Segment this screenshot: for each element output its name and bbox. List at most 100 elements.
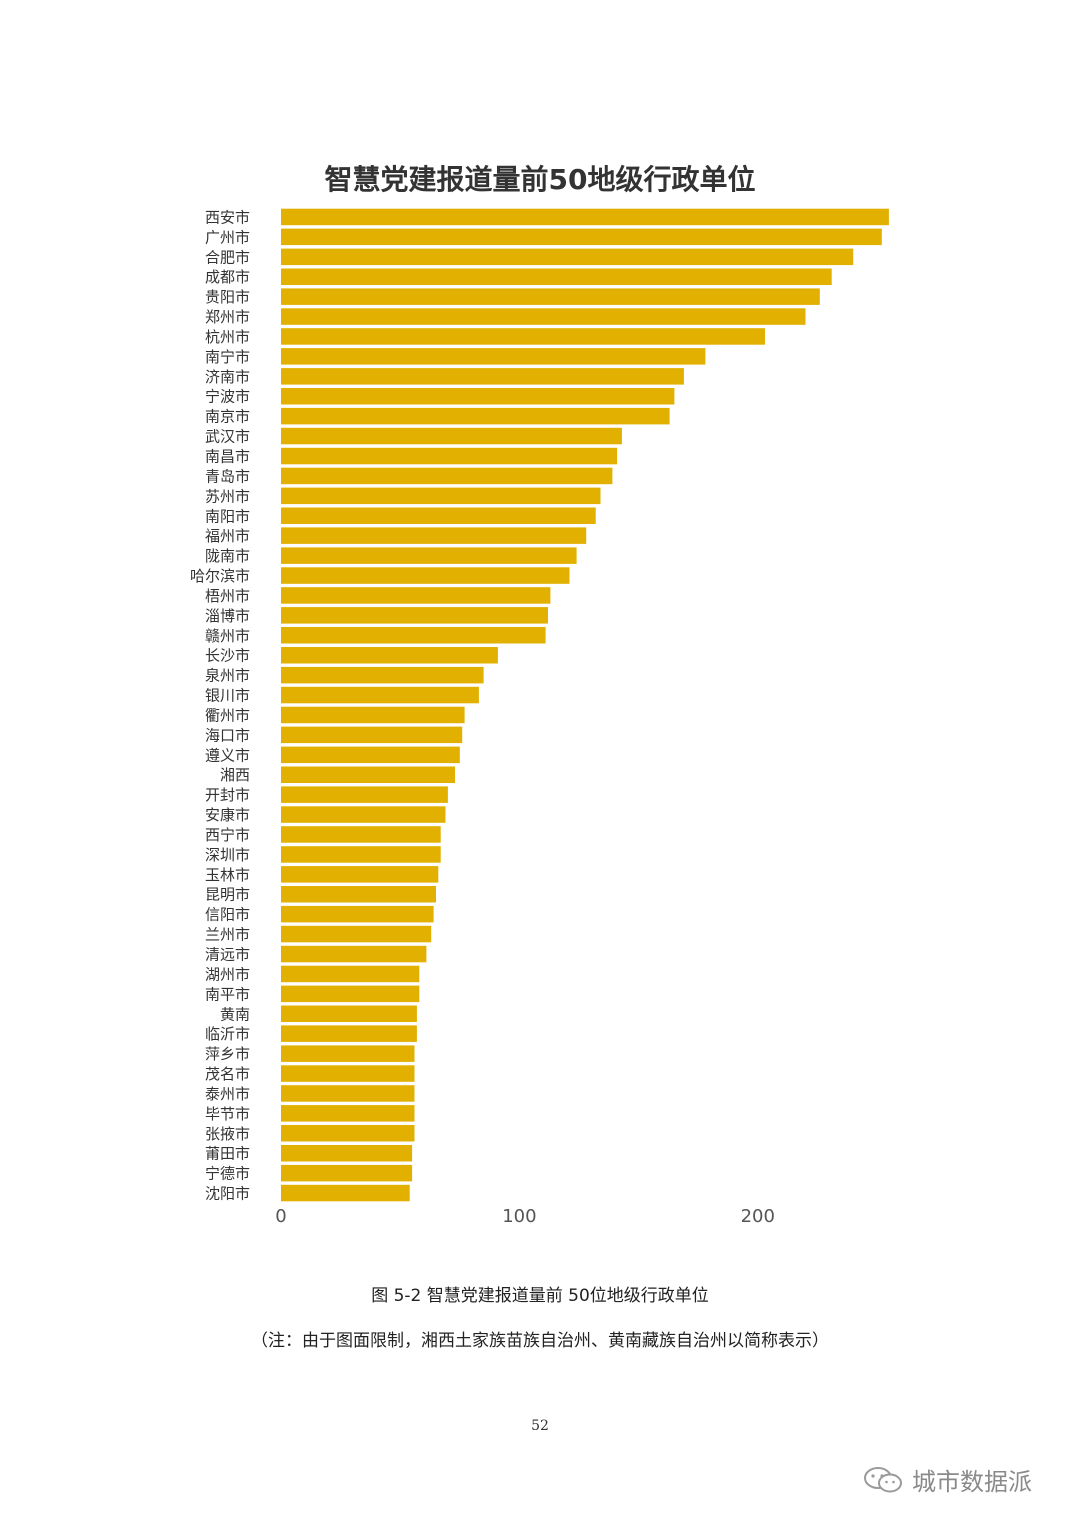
- y-tick-label: 青岛市: [205, 467, 250, 485]
- y-tick-label: 沈阳市: [205, 1185, 250, 1203]
- y-tick-label: 张掖市: [205, 1125, 250, 1143]
- figure-note: （注：由于图面限制，湘西土家族苗族自治州、黄南藏族自治州以简称表示）: [251, 1331, 829, 1351]
- y-tick-label: 福州市: [205, 527, 250, 545]
- bar: [281, 965, 420, 983]
- bar: [281, 627, 546, 644]
- y-tick-label: 兰州市: [205, 926, 250, 944]
- bar: [281, 826, 441, 843]
- bar: [281, 467, 613, 485]
- x-tick-label: 200: [741, 1206, 775, 1227]
- y-tick-label: 苏州市: [205, 487, 250, 505]
- bar: [281, 1085, 415, 1102]
- y-tick-label: 深圳市: [205, 846, 250, 864]
- y-tick-label: 莆田市: [205, 1145, 250, 1163]
- y-tick-label: 泉州市: [205, 667, 250, 685]
- bar: [281, 806, 446, 823]
- bar: [281, 308, 806, 325]
- bar: [281, 766, 455, 783]
- bar: [281, 1005, 417, 1022]
- y-tick-label: 信阳市: [205, 906, 250, 924]
- bar: [281, 1125, 415, 1142]
- bar: [281, 388, 675, 405]
- bar-chart: 西安市广州市合肥市成都市贵阳市郑州市杭州市南宁市济南市宁波市南京市武汉市南昌市青…: [190, 209, 889, 1227]
- x-tick-label: 0: [275, 1206, 286, 1227]
- bar: [281, 447, 618, 465]
- bar: [281, 1184, 410, 1202]
- bar: [281, 746, 460, 764]
- y-tick-label: 杭州市: [205, 328, 250, 346]
- y-tick-label: 湖州市: [205, 965, 250, 983]
- bar: [281, 1164, 413, 1182]
- y-tick-label: 遵义市: [205, 746, 250, 764]
- y-tick-label: 临沂市: [205, 1025, 250, 1043]
- bar: [281, 647, 498, 664]
- y-tick-label: 茂名市: [205, 1065, 250, 1083]
- chart-title: 智慧党建报道量前50地级行政单位: [324, 163, 756, 196]
- y-tick-label: 黄南: [220, 1005, 250, 1023]
- y-tick-label: 毕节市: [205, 1105, 250, 1123]
- y-tick-label: 赣州市: [205, 627, 250, 645]
- y-tick-label: 银川市: [205, 687, 250, 705]
- bar: [281, 686, 479, 704]
- y-tick-label: 南昌市: [205, 448, 250, 466]
- bar: [281, 527, 587, 544]
- bar: [281, 886, 436, 903]
- y-tick-label: 宁波市: [205, 388, 250, 406]
- y-tick-label: 宁德市: [205, 1165, 250, 1183]
- bar: [281, 905, 434, 923]
- y-tick-label: 西安市: [205, 209, 250, 227]
- bar: [281, 985, 420, 1003]
- bar: [281, 427, 622, 445]
- bar: [281, 786, 448, 803]
- y-tick-label: 萍乡市: [205, 1045, 250, 1063]
- bar: [281, 407, 670, 425]
- bar: [281, 1105, 415, 1122]
- y-tick-label: 梧州市: [205, 587, 250, 605]
- y-tick-label: 南平市: [205, 985, 250, 1003]
- y-tick-label: 成都市: [205, 268, 250, 286]
- bar: [281, 348, 706, 365]
- y-tick-label: 武汉市: [205, 428, 250, 446]
- bar: [281, 726, 463, 744]
- bar: [281, 507, 596, 524]
- bar: [281, 268, 832, 285]
- bar: [281, 1025, 417, 1042]
- bar: [281, 1145, 413, 1162]
- y-tick-label: 海口市: [205, 726, 250, 744]
- bar: [281, 328, 765, 345]
- y-tick-label: 长沙市: [205, 647, 250, 665]
- y-tick-label: 西宁市: [205, 826, 250, 844]
- bar: [281, 248, 854, 266]
- bar: [281, 587, 551, 604]
- y-tick-label: 贵阳市: [205, 288, 250, 306]
- bar: [281, 866, 439, 883]
- bar: [281, 706, 465, 724]
- page-number: 52: [531, 1418, 549, 1434]
- bar: [281, 228, 882, 246]
- y-tick-label: 南京市: [205, 408, 250, 426]
- bar: [281, 846, 441, 863]
- y-tick-label: 开封市: [205, 786, 250, 804]
- bar: [281, 666, 484, 684]
- bar: [281, 487, 601, 505]
- wechat-icon: [864, 1466, 902, 1492]
- bar: [281, 945, 427, 963]
- y-tick-label: 清远市: [205, 946, 250, 964]
- y-tick-label: 衢州市: [205, 707, 250, 725]
- y-tick-label: 昆明市: [205, 886, 250, 904]
- bar: [281, 368, 684, 385]
- figure-caption: 图 5-2 智慧党建报道量前 50位地级行政单位: [371, 1286, 709, 1306]
- bar: [281, 1065, 415, 1082]
- bar: [281, 547, 577, 564]
- y-tick-label: 合肥市: [205, 248, 250, 266]
- y-tick-label: 泰州市: [205, 1085, 250, 1103]
- y-tick-label: 玉林市: [205, 866, 250, 884]
- watermark: 城市数据派: [862, 1462, 1032, 1497]
- y-tick-label: 广州市: [205, 228, 250, 246]
- bar: [281, 567, 570, 584]
- y-tick-label: 淄博市: [205, 607, 250, 625]
- watermark-text: 城市数据派: [912, 1468, 1032, 1496]
- y-tick-label: 济南市: [205, 368, 250, 386]
- bar: [281, 607, 548, 624]
- y-tick-label: 郑州市: [205, 308, 250, 326]
